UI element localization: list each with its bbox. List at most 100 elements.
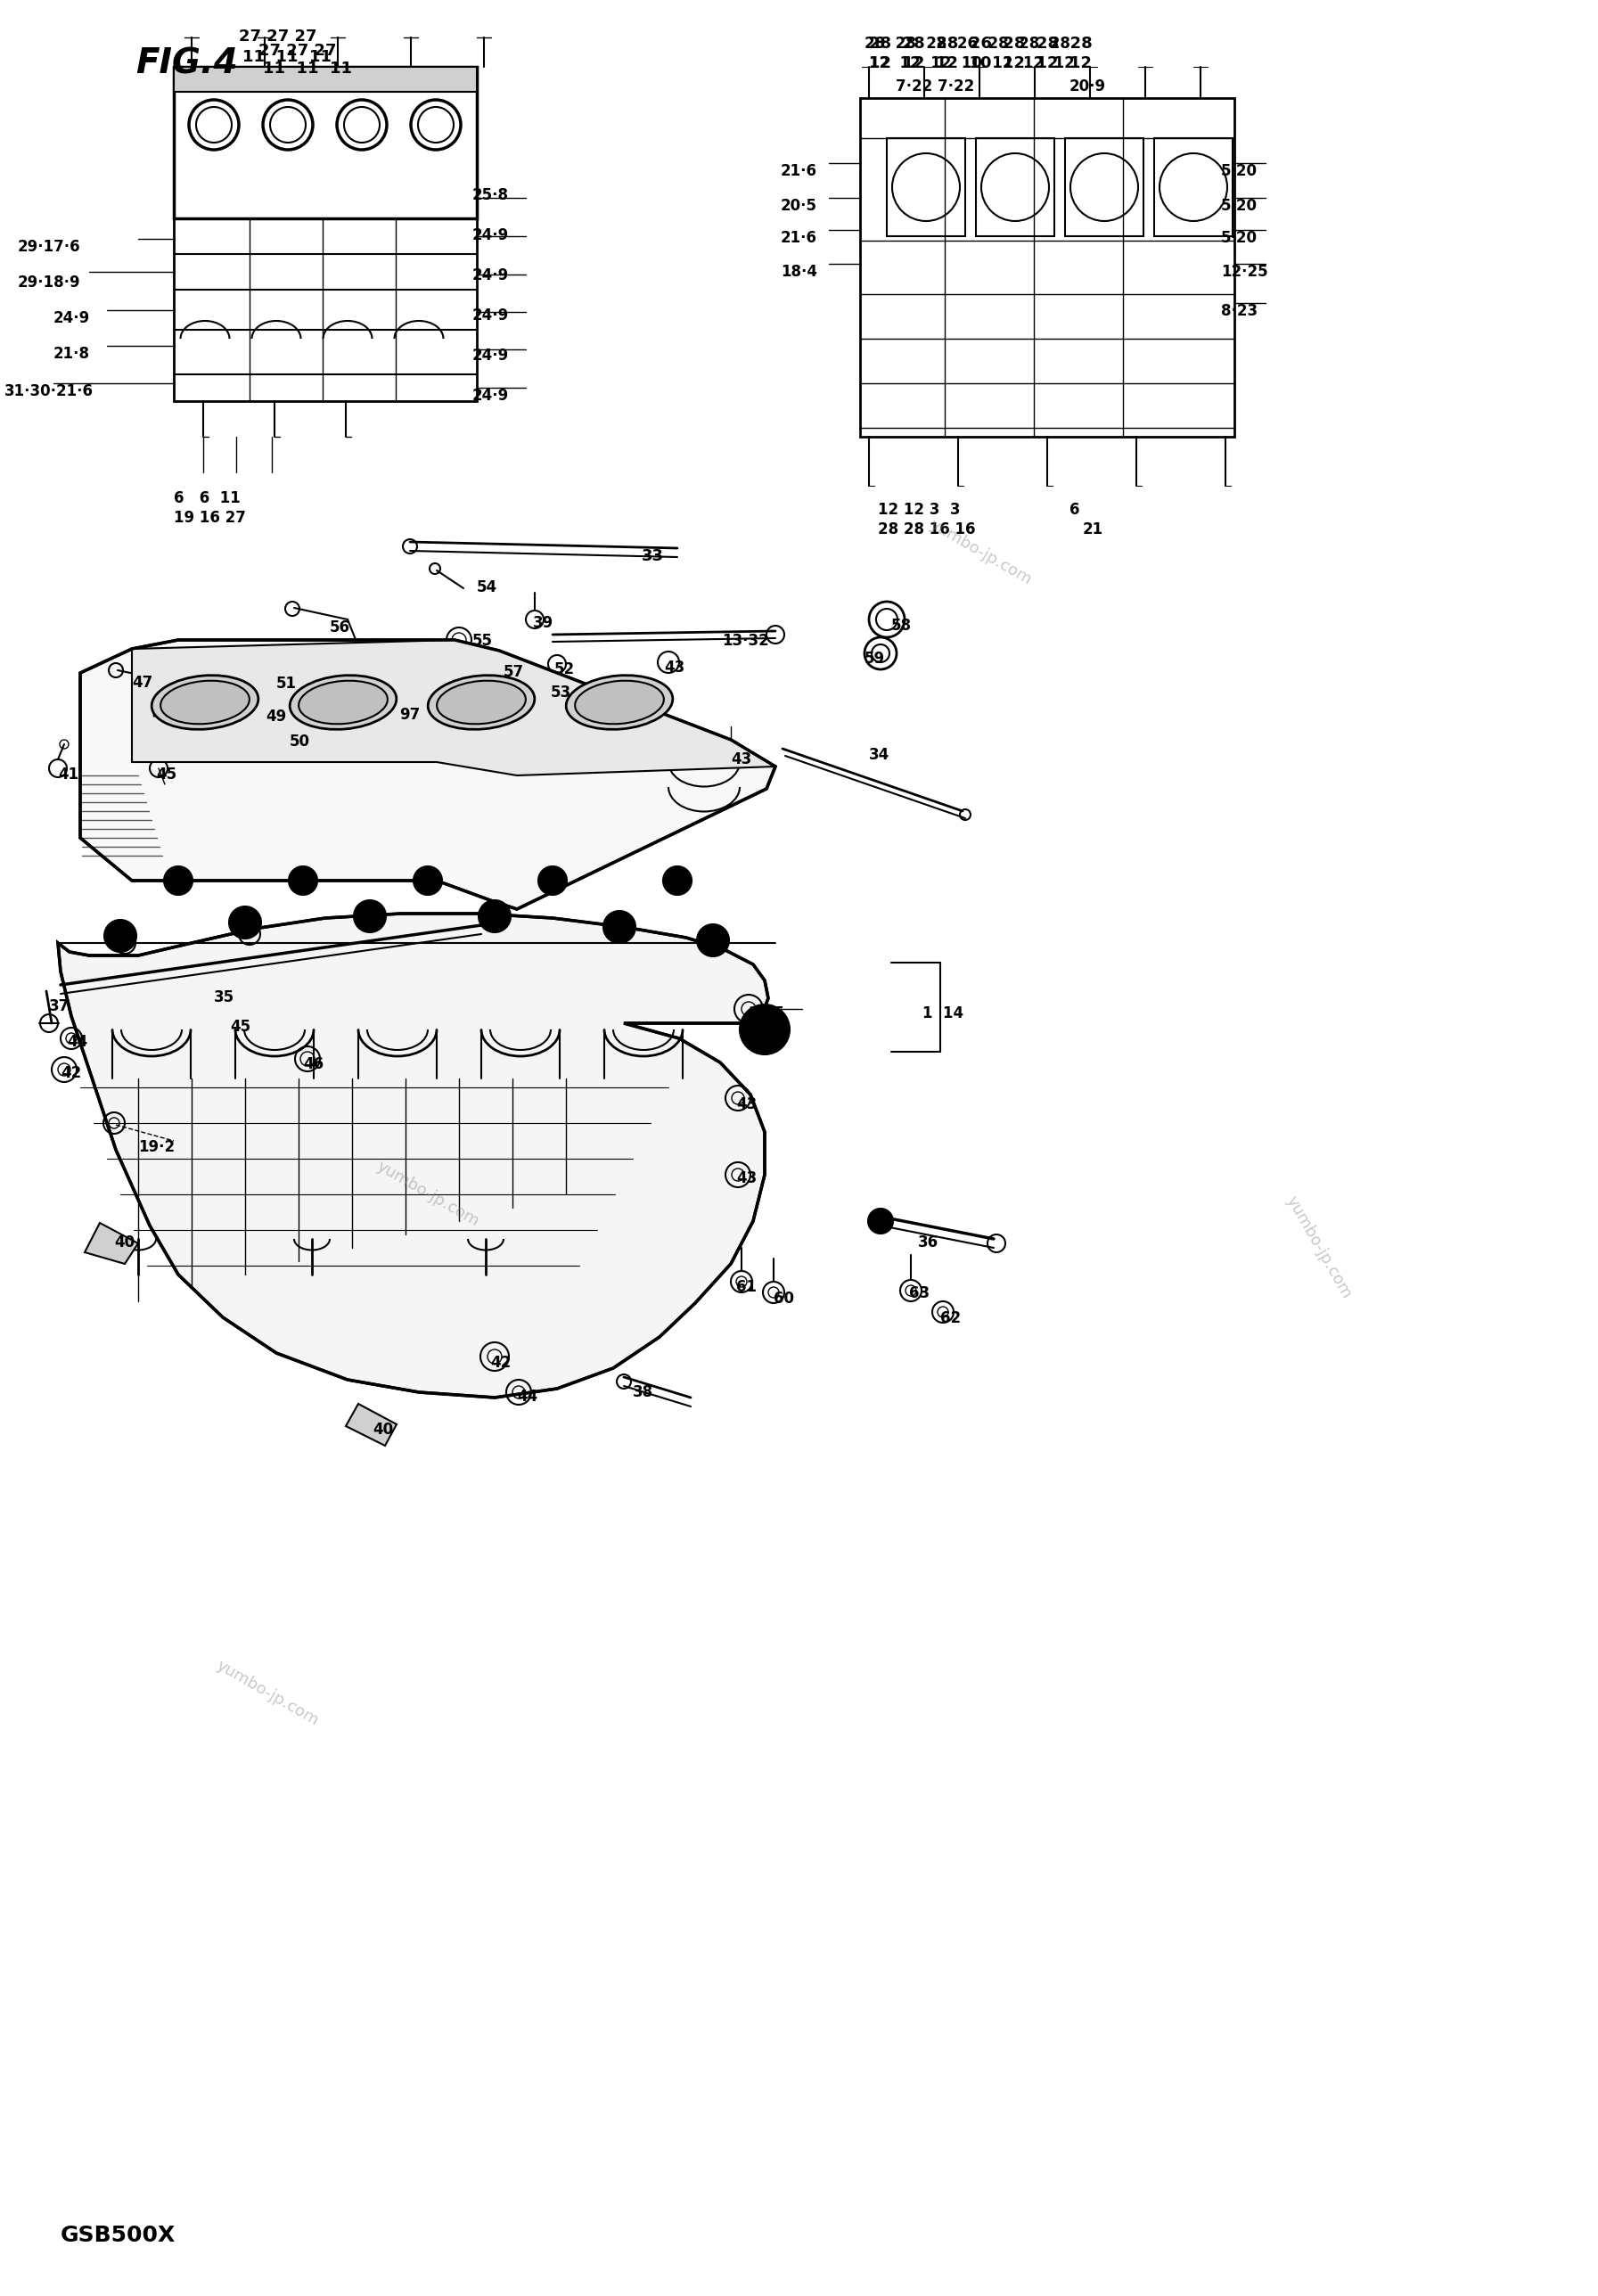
- Text: 61: 61: [737, 1279, 757, 1295]
- Text: 21·8: 21·8: [53, 347, 89, 363]
- Bar: [1064, 138, 1144, 236]
- Text: 12  12  12  10  12  12  12: 12 12 12 10 12 12 12: [869, 55, 1074, 71]
- Text: 43: 43: [737, 1171, 757, 1187]
- Text: 6   6  11: 6 6 11: [174, 491, 240, 505]
- Text: 11  11  11: 11 11 11: [264, 60, 352, 76]
- Text: 58: 58: [892, 618, 912, 634]
- Text: 24·9: 24·9: [53, 310, 89, 326]
- Text: GSB500X: GSB500X: [61, 2225, 176, 2245]
- Bar: [174, 67, 476, 218]
- Text: 59: 59: [865, 650, 885, 666]
- Text: 8·23: 8·23: [1221, 303, 1258, 319]
- Text: 20·5: 20·5: [781, 197, 817, 214]
- Text: 21: 21: [1083, 521, 1104, 537]
- Circle shape: [353, 900, 385, 932]
- Text: 57: 57: [503, 664, 524, 680]
- Text: 1  14: 1 14: [922, 1006, 964, 1022]
- Text: 19 16 27: 19 16 27: [174, 510, 246, 526]
- Text: yumbo-jp.com: yumbo-jp.com: [1283, 1194, 1355, 1302]
- Ellipse shape: [289, 675, 396, 730]
- Text: 28  28  28  26  28  28  28: 28 28 28 26 28 28 28: [869, 37, 1093, 53]
- Text: 48: 48: [152, 707, 173, 723]
- Text: 39: 39: [534, 615, 553, 631]
- Text: 25·8: 25·8: [473, 188, 508, 204]
- Circle shape: [229, 907, 260, 939]
- Ellipse shape: [566, 675, 673, 730]
- Circle shape: [663, 866, 692, 895]
- Text: 38: 38: [633, 1384, 654, 1401]
- Circle shape: [165, 866, 192, 895]
- Text: 5·20: 5·20: [1221, 230, 1258, 246]
- Text: yumbo-jp.com: yumbo-jp.com: [927, 517, 1034, 588]
- Text: 97: 97: [400, 707, 420, 723]
- Text: 12  12  12  10  12  12  12: 12 12 12 10 12 12 12: [869, 55, 1091, 71]
- Bar: [887, 138, 965, 236]
- Text: 43: 43: [737, 1095, 757, 1111]
- Text: 63: 63: [909, 1286, 930, 1302]
- Circle shape: [478, 900, 511, 932]
- Text: 27 27 27: 27 27 27: [238, 28, 316, 44]
- Text: 36: 36: [917, 1235, 938, 1251]
- Text: 34: 34: [869, 746, 890, 762]
- Text: 20·9: 20·9: [1069, 78, 1106, 94]
- Text: 51: 51: [276, 675, 297, 691]
- Text: yumbo-jp.com: yumbo-jp.com: [374, 1159, 483, 1231]
- Text: 24·9: 24·9: [473, 308, 510, 324]
- Text: 49: 49: [265, 709, 286, 726]
- Text: 37: 37: [50, 999, 70, 1015]
- Circle shape: [539, 866, 567, 895]
- Text: 24·9: 24·9: [473, 347, 510, 363]
- Text: FIG.4: FIG.4: [136, 46, 238, 80]
- Text: 44: 44: [516, 1389, 537, 1405]
- Text: 45: 45: [230, 1019, 251, 1035]
- Text: 35: 35: [214, 990, 235, 1006]
- Text: 13·32: 13·32: [722, 634, 769, 650]
- Text: 7·22 7·22: 7·22 7·22: [896, 78, 975, 94]
- Text: 21·6: 21·6: [781, 163, 817, 179]
- Text: 31·30·21·6: 31·30·21·6: [5, 383, 94, 400]
- Text: 28 28 16 16: 28 28 16 16: [877, 521, 975, 537]
- Text: 56: 56: [329, 620, 350, 636]
- Circle shape: [868, 1208, 893, 1233]
- Text: 21·6: 21·6: [781, 230, 817, 246]
- Ellipse shape: [428, 675, 535, 730]
- Text: 33: 33: [642, 549, 665, 565]
- Text: 40: 40: [372, 1421, 393, 1437]
- Text: 54: 54: [476, 579, 497, 595]
- Polygon shape: [58, 914, 769, 1398]
- Text: 40: 40: [113, 1235, 134, 1251]
- Ellipse shape: [152, 675, 259, 730]
- Text: 46: 46: [304, 1056, 324, 1072]
- Text: 12·25: 12·25: [1221, 264, 1267, 280]
- Polygon shape: [345, 1403, 396, 1446]
- Text: 18·4: 18·4: [781, 264, 817, 280]
- Bar: [174, 218, 476, 402]
- Text: 42: 42: [491, 1355, 511, 1371]
- Bar: [860, 99, 1234, 436]
- Text: 11  11  11: 11 11 11: [243, 48, 331, 64]
- Text: 28  28  28  26  28  28  28: 28 28 28 26 28 28 28: [865, 37, 1071, 53]
- Circle shape: [104, 921, 136, 953]
- Text: 12 12 3  3: 12 12 3 3: [877, 503, 960, 519]
- Polygon shape: [85, 1224, 137, 1263]
- Text: 52: 52: [555, 661, 575, 677]
- Circle shape: [740, 1006, 789, 1054]
- Circle shape: [697, 925, 729, 957]
- Ellipse shape: [160, 680, 249, 723]
- Ellipse shape: [436, 680, 526, 723]
- Text: 42: 42: [61, 1065, 81, 1081]
- Circle shape: [604, 912, 636, 944]
- Text: 6: 6: [1069, 503, 1080, 519]
- Text: 44: 44: [67, 1033, 88, 1049]
- Text: 47: 47: [133, 675, 153, 691]
- Text: 43: 43: [665, 659, 684, 675]
- Text: 2·15: 2·15: [748, 1006, 785, 1022]
- Text: 62: 62: [940, 1311, 960, 1327]
- Text: 43: 43: [730, 751, 751, 767]
- Circle shape: [289, 866, 318, 895]
- Polygon shape: [80, 641, 775, 909]
- Text: 24·9: 24·9: [473, 388, 510, 404]
- Text: 24·9: 24·9: [473, 266, 510, 282]
- Text: 55: 55: [473, 634, 492, 650]
- Bar: [976, 138, 1055, 236]
